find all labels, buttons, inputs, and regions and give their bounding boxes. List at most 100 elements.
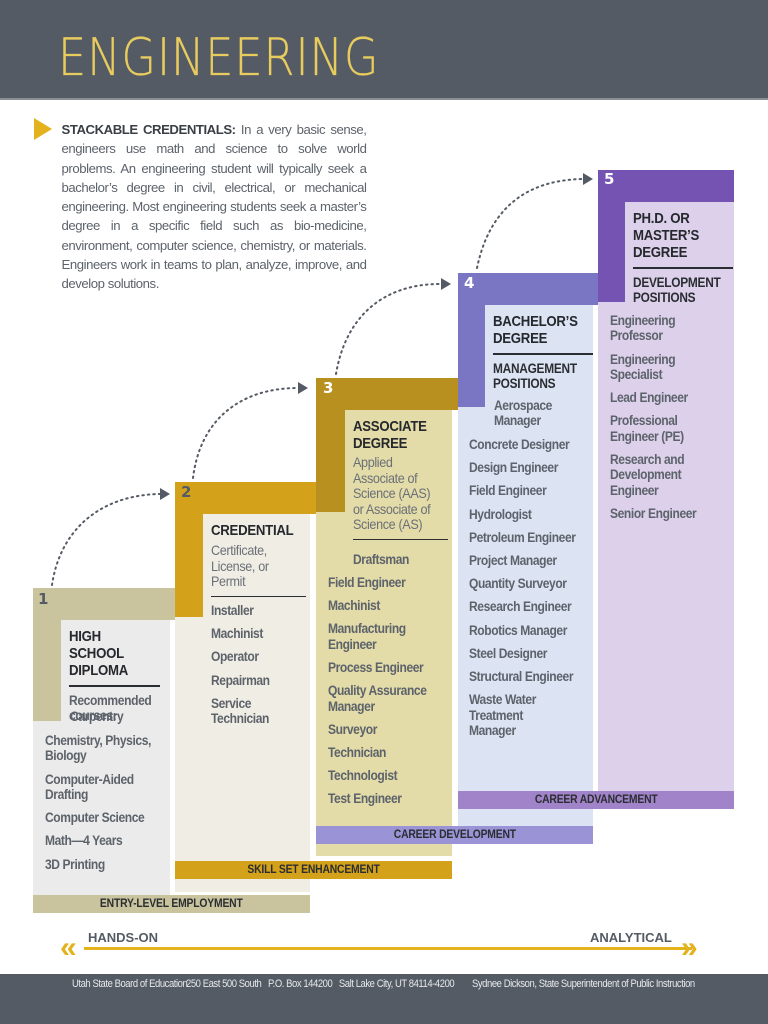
list-item: Hydrologist: [469, 506, 532, 522]
list-item: Quantity Surveyor: [469, 576, 567, 592]
list-item: Repairman: [211, 672, 270, 688]
spectrum-left-label: HANDS-ON: [88, 930, 159, 945]
step-5-spine: [598, 170, 625, 302]
page-footer: [0, 974, 768, 1024]
step-2-subtitle: Certificate, License, or Permit: [211, 542, 269, 589]
step-1-label: HIGH SCHOOL DIPLOMA Recommended courses:: [61, 620, 170, 724]
divider: [211, 595, 306, 597]
list-item: Waste Water Treatment Manager: [469, 692, 536, 739]
step-3-job-list: Field Engineer Machinist Manufacturing E…: [328, 575, 452, 815]
arrowhead-icon: [583, 173, 593, 185]
step-3-label: ASSOCIATE DEGREE Applied Associate of Sc…: [345, 410, 452, 540]
footer-address: 250 East 500 South P.O. Box 144200 Salt …: [186, 978, 455, 990]
double-chevron-right-icon: »: [681, 931, 698, 964]
divider: [353, 538, 448, 540]
list-item: Engineering Professor: [610, 313, 676, 344]
step-5-degree: PH.D. OR MASTER’S DEGREE: [633, 210, 700, 261]
footer-superintendent: Sydnee Dickson, State Superintendent of …: [472, 978, 695, 990]
step-1-number: 1: [38, 590, 49, 608]
step-5-label: PH.D. OR MASTER’S DEGREE DEVELOPMENT POS…: [625, 202, 733, 305]
skill-set-enhancement-band: SKILL SET ENHANCEMENT: [175, 861, 452, 879]
step-2-label: CREDENTIAL Certificate, License, or Perm…: [203, 514, 310, 597]
step-4-first-job: Aerospace Manager: [494, 398, 590, 437]
list-item: Research Engineer: [469, 599, 572, 615]
list-item: Machinist: [328, 598, 380, 614]
career-advancement-band: CAREER ADVANCEMENT: [458, 791, 734, 809]
step-3-first-job: Draftsman: [353, 552, 449, 575]
divider: [69, 685, 160, 687]
step-5-number: 5: [604, 170, 615, 188]
list-item: Math—4 Years: [45, 833, 123, 849]
list-item: Research and Development Engineer: [610, 452, 685, 498]
list-item: Project Manager: [469, 553, 557, 569]
list-item: Computer Science: [45, 810, 145, 826]
step-2-degree: CREDENTIAL: [211, 522, 294, 539]
list-item: Process Engineer: [328, 660, 424, 676]
list-item: Design Engineer: [469, 460, 559, 476]
career-development-band: CAREER DEVELOPMENT: [316, 826, 593, 844]
step-1-section-label: Recommended courses:: [69, 692, 152, 724]
divider: [493, 353, 593, 355]
list-item: Computer-Aided Drafting: [45, 771, 134, 803]
page-header: [0, 0, 768, 100]
list-item: Test Engineer: [328, 791, 402, 807]
page-title: ENGINEERING: [58, 28, 380, 88]
list-item: Field Engineer: [328, 575, 406, 590]
entry-level-employment-band: ENTRY-LEVEL EMPLOYMENT: [33, 895, 310, 913]
list-item: Draftsman: [353, 552, 409, 567]
step-4-positions: MANAGEMENT POSITIONS: [493, 360, 577, 391]
divider: [633, 267, 733, 269]
intro-paragraph: STACKABLE CREDENTIALS: In a very basic s…: [62, 120, 367, 294]
list-item: Carpentry: [70, 709, 124, 724]
list-item: Robotics Manager: [469, 622, 567, 638]
step-5-job-list: Engineering Professor Engineering Specia…: [610, 313, 730, 529]
footer-org: Utah State Board of Education: [72, 978, 188, 990]
step-4-spine: [458, 273, 485, 407]
list-item: Senior Engineer: [610, 506, 697, 522]
arrowhead-icon: [298, 382, 308, 394]
list-item: Field Engineer: [469, 483, 547, 499]
step-2-job-list: Installer Machinist Operator Repairman S…: [211, 603, 307, 734]
list-item: Aerospace Manager: [494, 398, 552, 429]
step-2-spine: [175, 482, 203, 617]
step-3-subtitle: Applied Associate of Science (AAS) or As…: [353, 454, 431, 532]
list-item: Steel Designer: [469, 645, 548, 661]
step-4-number: 4: [464, 274, 475, 292]
list-item: Machinist: [211, 626, 263, 642]
list-item: Service Technician: [211, 695, 270, 727]
step-4-job-list: Concrete Designer Design Engineer Field …: [469, 437, 593, 746]
step-3-degree: ASSOCIATE DEGREE: [353, 418, 427, 452]
double-chevron-left-icon: «: [60, 931, 77, 964]
list-item: Surveyor: [328, 721, 378, 737]
intro-body: In a very basic sense, engineers use mat…: [61, 122, 367, 292]
list-item: Quality Assurance Manager: [328, 683, 427, 714]
step-3-number: 3: [323, 379, 334, 397]
step-4-label: BACHELOR’S DEGREE MANAGEMENT POSITIONS: [485, 305, 593, 391]
list-item: Technologist: [328, 768, 398, 784]
step-2-number: 2: [181, 483, 192, 501]
spectrum-right-label: ANALYTICAL: [590, 930, 672, 945]
arrowhead-icon: [441, 278, 451, 290]
step-1-course-list: Chemistry, Physics, Biology Computer-Aid…: [45, 733, 167, 880]
list-item: Professional Engineer (PE): [610, 413, 684, 444]
list-item: Engineering Specialist: [610, 351, 676, 383]
list-item: Technician: [328, 745, 387, 761]
step-5-positions: DEVELOPMENT POSITIONS: [633, 274, 721, 305]
intro-lead: STACKABLE CREDENTIALS:: [61, 122, 237, 137]
list-item: Structural Engineer: [469, 669, 574, 685]
step-3-spine: [316, 378, 345, 512]
list-item: Chemistry, Physics, Biology: [45, 733, 151, 764]
triangle-pointer-icon: [34, 118, 52, 140]
arrowhead-icon: [160, 488, 170, 500]
list-item: 3D Printing: [45, 856, 105, 872]
spectrum-line: [84, 947, 692, 950]
step-4-degree: BACHELOR’S DEGREE: [493, 313, 578, 347]
list-item: Petroleum Engineer: [469, 529, 576, 545]
step-1-first-course: Carpentry: [70, 709, 166, 732]
list-item: Concrete Designer: [469, 437, 570, 452]
step-1-degree: HIGH SCHOOL DIPLOMA: [69, 628, 129, 679]
list-item: Installer: [211, 603, 254, 618]
list-item: Operator: [211, 649, 259, 665]
list-item: Lead Engineer: [610, 390, 688, 406]
